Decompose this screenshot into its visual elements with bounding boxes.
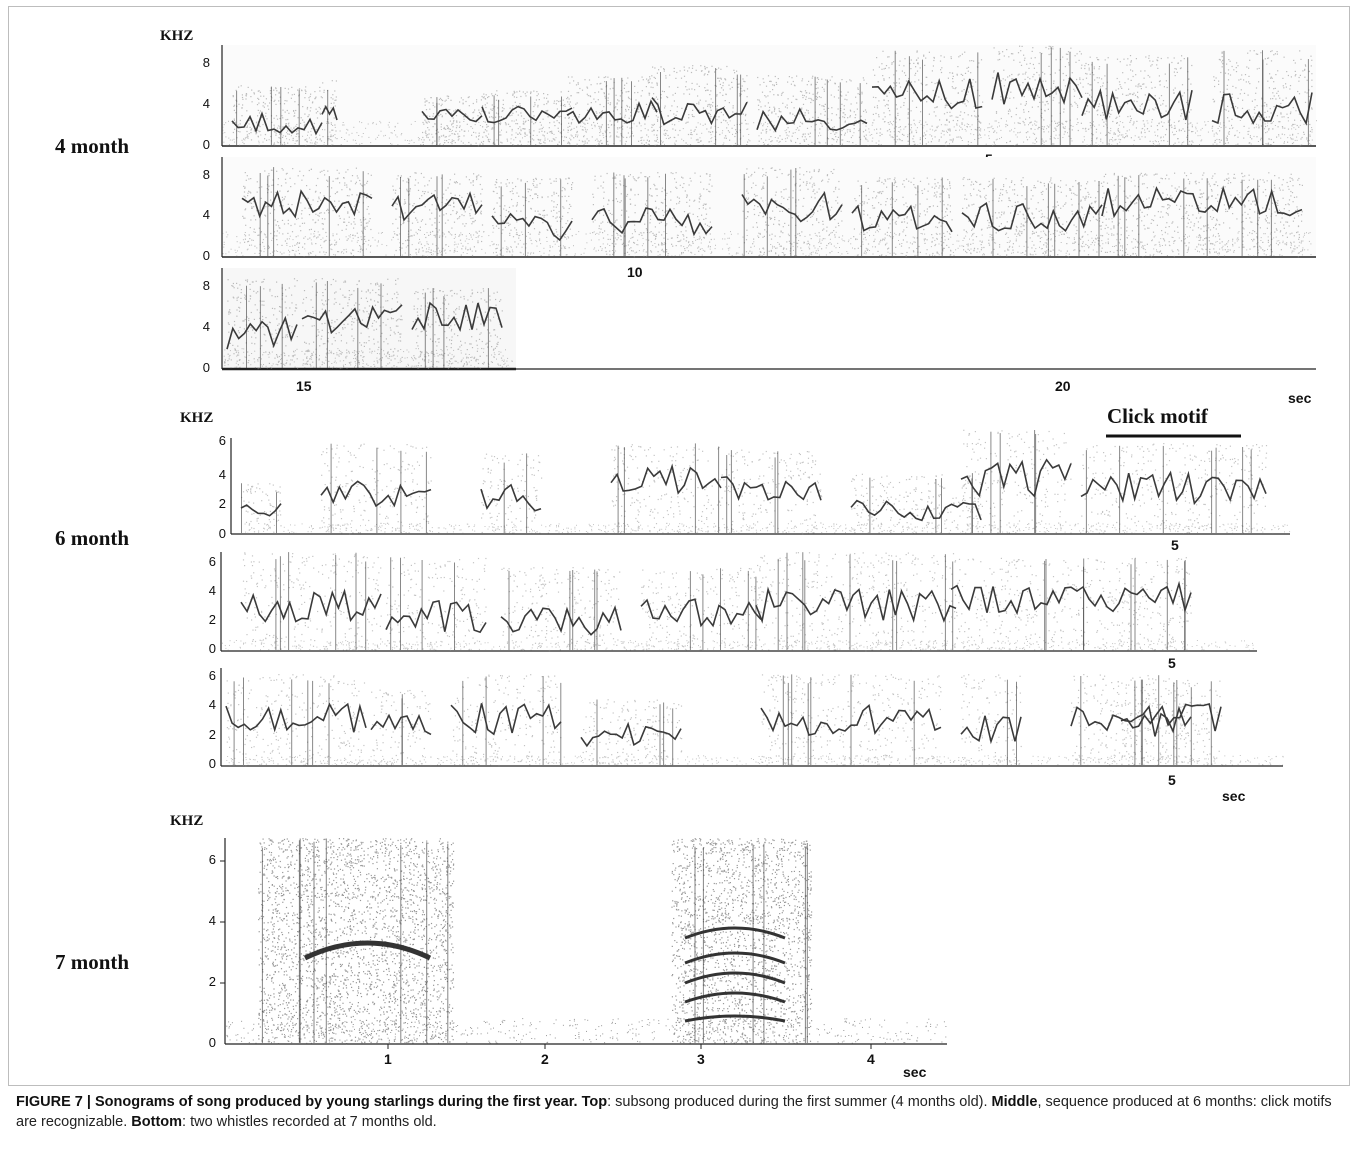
spectrogram-4m-row1 (221, 45, 1317, 147)
caption-figure-label: FIGURE 7 | Sonograms of song produced by… (16, 1094, 578, 1110)
xtick-top-r3-20: 20 (1055, 378, 1071, 394)
click-motif-bar (1106, 434, 1241, 438)
xtick-top-r3-15: 15 (296, 378, 312, 394)
ytick-mid-r2-0: 0 (196, 641, 216, 656)
caption-bottom-text: : two whistles recorded at 7 months old. (182, 1114, 437, 1130)
ytick-mid-r2-4: 4 (196, 583, 216, 598)
xtick-bot-4: 4 (867, 1051, 875, 1067)
caption-top-label: Top (582, 1094, 608, 1110)
ytick-top-r1-0: 0 (190, 137, 210, 152)
xtick-bot-3: 3 (697, 1051, 705, 1067)
figure-frame (8, 6, 1350, 1086)
caption-middle-text: , sequence produced at 6 months: click m… (16, 1094, 1332, 1130)
ytick-mid-r1-2: 2 (206, 496, 226, 511)
sec-label-bottom: sec (903, 1064, 926, 1080)
spectrogram-6m-row1 (230, 429, 1291, 535)
figure-caption: FIGURE 7 | Sonograms of song produced by… (16, 1092, 1342, 1132)
ytick-mid-r3-2: 2 (196, 727, 216, 742)
ytick-bot-6: 6 (196, 852, 216, 867)
panel-label-6-month: 6 month (55, 526, 129, 551)
caption-middle-label: Middle (992, 1094, 1038, 1110)
caption-bottom-label: Bottom (131, 1114, 182, 1130)
ytick-mid-r1-6: 6 (206, 433, 226, 448)
caption-top-text: : subsong produced during the first summ… (607, 1094, 987, 1110)
ytick-top-r3-8: 8 (190, 278, 210, 293)
ytick-top-r3-0: 0 (190, 360, 210, 375)
ytick-mid-r1-4: 4 (206, 467, 226, 482)
ytick-top-r2-8: 8 (190, 167, 210, 182)
xtick-mid-r2-5: 5 (1168, 655, 1176, 671)
ytick-top-r1-8: 8 (190, 55, 210, 70)
xtick-mid-r1-5: 5 (1171, 537, 1179, 553)
ytick-mid-r2-6: 6 (196, 554, 216, 569)
spectrogram-6m-row3 (220, 668, 1284, 767)
ytick-bot-4: 4 (196, 913, 216, 928)
xtick-mid-r3-5: 5 (1168, 772, 1176, 788)
sec-label-top: sec (1288, 390, 1311, 406)
click-motif-annotation: Click motif (1107, 404, 1208, 429)
ytick-bot-0: 0 (196, 1035, 216, 1050)
ytick-mid-r3-0: 0 (196, 756, 216, 771)
panel-label-4-month: 4 month (55, 134, 129, 159)
ytick-mid-r2-2: 2 (196, 612, 216, 627)
spectrogram-4m-row2 (221, 157, 1316, 258)
sec-label-middle: sec (1222, 788, 1245, 804)
ytick-bot-2: 2 (196, 974, 216, 989)
xtick-top-r2-10: 10 (627, 264, 643, 280)
ytick-top-r3-4: 4 (190, 319, 210, 334)
spectrogram-4m-row3 (221, 268, 1316, 371)
spectrogram-7m-whistles (220, 838, 947, 1049)
xtick-bot-2: 2 (541, 1051, 549, 1067)
xtick-bot-1: 1 (384, 1051, 392, 1067)
ytick-mid-r1-0: 0 (206, 526, 226, 541)
khz-unit-middle: KHZ (180, 410, 213, 427)
ytick-top-r1-4: 4 (190, 96, 210, 111)
khz-unit-bottom: KHZ (170, 813, 203, 830)
khz-unit-top: KHZ (160, 28, 193, 45)
ytick-top-r2-0: 0 (190, 248, 210, 263)
ytick-top-r2-4: 4 (190, 207, 210, 222)
spectrogram-6m-row2 (220, 552, 1257, 652)
ytick-mid-r3-4: 4 (196, 697, 216, 712)
panel-label-7-month: 7 month (55, 950, 129, 975)
ytick-mid-r3-6: 6 (196, 668, 216, 683)
